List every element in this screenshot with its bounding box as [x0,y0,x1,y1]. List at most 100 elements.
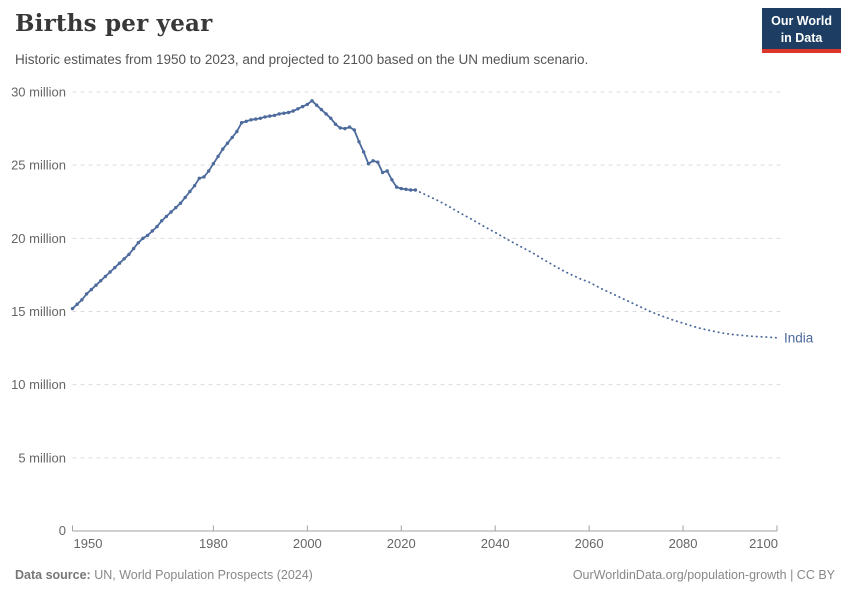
logo-line-2: in Data [780,30,823,45]
y-tick-label: 30 million [11,85,66,100]
y-tick-label: 10 million [11,377,66,392]
y-tick-label: 5 million [18,450,66,465]
data-point-marker [380,170,385,175]
x-tick-label: 1980 [199,536,228,548]
x-tick-label: 2040 [481,536,510,548]
data-point-marker [385,169,389,173]
data-point-marker [103,274,108,279]
data-point-marker [366,162,371,166]
data-point-marker [329,116,333,120]
data-point-marker [324,112,328,116]
chart-footer: Data source: UN, World Population Prospe… [15,568,835,582]
data-point-marker [357,140,361,144]
data-point-marker [207,169,211,173]
data-point-marker [390,178,394,182]
data-point-marker [333,122,338,126]
data-point-marker [89,287,94,292]
owid-logo[interactable]: Our World in Data [762,8,841,53]
data-point-marker [376,160,380,164]
data-point-marker [239,121,244,125]
x-tick-label: 2100 [749,536,778,548]
data-point-marker [99,279,103,283]
data-point-marker [136,241,140,245]
data-point-marker [277,112,281,116]
y-tick-label: 0 [59,523,66,538]
data-point-marker [113,265,117,270]
data-point-marker [160,219,164,223]
data-point-marker [174,205,178,210]
y-tick-label: 15 million [11,304,66,319]
data-point-marker [230,135,234,140]
data-point-marker [286,110,291,115]
page-title: Births per year [15,10,213,37]
data-point-marker [150,229,154,233]
logo-line-1: Our World [771,14,832,28]
data-point-marker [225,141,230,145]
data-point-marker [84,292,89,296]
data-point-marker [169,210,173,214]
x-tick-label: 2000 [293,536,322,548]
data-point-marker [117,261,122,265]
data-point-marker [178,201,183,205]
data-point-marker [282,111,286,115]
data-point-marker [371,159,375,163]
entity-label[interactable]: India [784,330,814,345]
data-point-marker [394,185,399,189]
data-point-marker [164,214,169,219]
historic-line[interactable] [71,99,416,310]
data-point-marker [347,125,352,129]
data-point-marker [216,154,220,159]
data-point-marker [192,184,197,188]
data-point-marker [197,176,201,180]
data-point-marker [244,119,248,123]
x-tick-label: 2060 [575,536,604,548]
data-source-label: Data source: [15,568,91,582]
data-point-marker [249,118,253,122]
data-point-marker [202,175,206,179]
x-tick-label: 1950 [74,536,103,548]
data-point-marker [263,115,267,119]
chart-canvas[interactable]: 0 5 million 10 million 15 million 20 million… [0,78,850,549]
data-point-marker [300,104,305,109]
data-point-marker [409,188,413,192]
data-point-marker [310,99,314,103]
data-point-marker [258,116,263,120]
data-point-marker [352,128,356,132]
data-point-marker [235,129,239,134]
data-point-marker [319,107,324,112]
data-point-marker [145,233,150,238]
data-point-marker [131,246,136,251]
data-point-marker [211,162,216,166]
data-point-marker [296,107,300,111]
data-point-marker [362,150,366,154]
data-point-marker [141,236,145,240]
data-point-marker [272,113,277,118]
x-tick-label: 2080 [669,536,698,548]
data-point-marker [291,109,295,113]
y-tick-label: 20 million [11,231,66,246]
data-point-marker [404,187,408,191]
data-point-marker [70,306,75,311]
data-point-marker [75,302,79,306]
data-point-marker [94,283,98,287]
chart-subtitle: Historic estimates from 1950 to 2023, an… [15,52,589,67]
projection-line[interactable] [414,189,778,339]
data-point-marker [80,298,84,302]
data-point-marker [399,186,403,191]
data-point-marker [343,126,347,131]
data-point-marker [305,102,309,107]
data-point-marker [155,224,159,229]
y-tick-label: 25 million [11,158,66,173]
x-tick-label: 2020 [387,536,416,548]
data-point-marker [315,103,319,107]
data-source-text: UN, World Population Prospects (2024) [94,568,313,582]
data-point-marker [188,189,192,194]
data-point-marker [254,117,258,121]
data-source: Data source: UN, World Population Prospe… [15,568,313,582]
data-point-marker [338,126,342,130]
data-point-marker [127,252,131,257]
data-point-marker [108,270,112,274]
footer-link[interactable]: OurWorldinData.org/population-growth | C… [572,568,835,582]
data-point-marker [183,195,187,200]
